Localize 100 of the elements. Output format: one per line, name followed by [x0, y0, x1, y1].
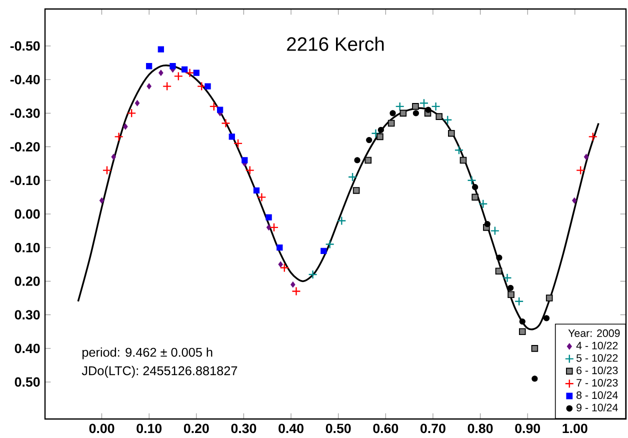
point [134, 100, 140, 106]
point [174, 72, 184, 82]
point [508, 291, 514, 298]
point [99, 198, 104, 204]
point [308, 270, 318, 280]
point [204, 83, 211, 90]
point [257, 192, 266, 202]
point [366, 137, 372, 144]
point [114, 132, 124, 142]
x-tick-label: 0.10 [136, 424, 162, 434]
point [266, 224, 272, 231]
point [158, 70, 164, 76]
y-tick-label: -0.20 [10, 142, 40, 152]
point [448, 130, 455, 137]
point [325, 240, 334, 250]
y-tick-label: 0.00 [14, 209, 40, 219]
point [266, 214, 272, 221]
point [425, 106, 432, 114]
y-tick-label: -0.50 [10, 41, 40, 51]
x-tick-label: 0.80 [468, 424, 493, 434]
point [102, 166, 112, 176]
point [543, 315, 550, 322]
point [352, 187, 360, 194]
point [146, 63, 152, 70]
text: 2216 Kerch [287, 36, 384, 52]
point [354, 157, 360, 164]
point [395, 102, 404, 112]
point [253, 188, 260, 194]
point [376, 134, 384, 140]
x-tick-label: 0.60 [373, 424, 398, 434]
point [182, 66, 188, 73]
y-tick-label: -0.30 [10, 108, 40, 118]
point [576, 166, 586, 176]
y-tick-label: 0.10 [14, 243, 40, 253]
point [216, 106, 224, 114]
point [472, 194, 478, 201]
point [193, 70, 200, 76]
point [572, 198, 577, 204]
point [290, 282, 296, 288]
point [531, 345, 538, 352]
point [419, 98, 429, 108]
point [412, 103, 419, 110]
point [519, 318, 526, 325]
point [436, 113, 443, 120]
x-tick-label: 0.40 [278, 424, 304, 434]
x-tick-label: 0.00 [89, 424, 114, 434]
legend-label: 5 - 10/22 [576, 354, 618, 362]
y-tick-label: 0.30 [14, 310, 40, 320]
point [245, 166, 254, 176]
point [514, 296, 524, 306]
point [123, 124, 128, 130]
x-tick-label: 0.50 [326, 424, 351, 434]
point [364, 157, 372, 164]
point [412, 110, 420, 116]
legend-label: 8 - 10/24 [576, 391, 618, 400]
point [126, 108, 136, 118]
x-tick-label: 0.20 [184, 424, 209, 434]
point [431, 102, 440, 112]
y-tick-label: 0.40 [14, 344, 40, 354]
y-tick-label: 0.20 [14, 276, 40, 286]
legend-label: 7 - 10/23 [576, 378, 618, 387]
legend-title: Year: 2009 [568, 330, 620, 338]
point [242, 157, 248, 164]
point [233, 139, 243, 148]
point [454, 146, 464, 155]
x-tick-label: 0.70 [420, 424, 446, 434]
point [390, 110, 396, 116]
point [518, 328, 526, 336]
point [532, 376, 538, 382]
point [467, 176, 476, 186]
x-tick-label: 1.00 [562, 424, 588, 434]
point [276, 244, 283, 251]
point [478, 200, 488, 209]
point [162, 82, 172, 92]
x-tick-label: 0.90 [515, 424, 540, 434]
point [472, 184, 478, 190]
point [507, 285, 514, 292]
x-tick-label: 0.30 [231, 424, 256, 434]
point [158, 46, 164, 53]
point [111, 154, 116, 160]
point [185, 68, 194, 78]
point [292, 286, 301, 296]
y-tick-label: 0.50 [14, 378, 40, 387]
point [400, 110, 407, 117]
point [278, 262, 283, 268]
point [197, 82, 206, 92]
legend-label: 4 - 10/22 [576, 342, 618, 350]
point [484, 221, 490, 228]
point [388, 120, 395, 127]
point [221, 118, 230, 128]
point [546, 294, 553, 302]
point [228, 134, 235, 140]
point [584, 154, 589, 160]
annotation: period: 9.462 ± 0.005 h [82, 348, 212, 360]
y-tick-label: -0.10 [10, 176, 40, 186]
point [320, 248, 327, 254]
point [443, 116, 452, 125]
annotation: JDo(LTC): 2455126.881827 [82, 366, 238, 378]
point [371, 128, 380, 138]
legend-label: 6 - 10/23 [576, 366, 618, 374]
